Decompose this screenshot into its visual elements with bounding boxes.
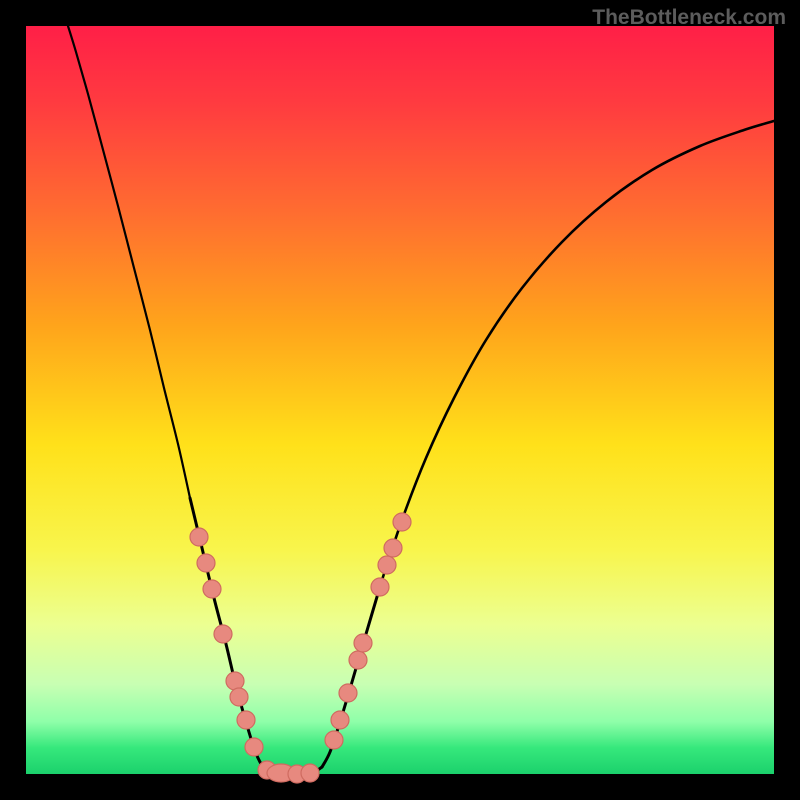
data-marker	[245, 738, 263, 756]
data-marker	[393, 513, 411, 531]
data-marker	[349, 651, 367, 669]
data-marker	[214, 625, 232, 643]
data-marker	[339, 684, 357, 702]
data-marker	[197, 554, 215, 572]
data-marker	[378, 556, 396, 574]
data-marker	[301, 764, 319, 782]
data-marker	[331, 711, 349, 729]
data-marker	[325, 731, 343, 749]
data-marker	[226, 672, 244, 690]
watermark-text: TheBottleneck.com	[592, 6, 786, 30]
data-marker	[371, 578, 389, 596]
data-marker	[203, 580, 221, 598]
data-marker	[354, 634, 372, 652]
data-marker	[237, 711, 255, 729]
data-marker	[190, 528, 208, 546]
chart-container: TheBottleneck.com	[0, 0, 800, 800]
plot-background	[26, 26, 774, 774]
data-marker	[384, 539, 402, 557]
data-marker	[230, 688, 248, 706]
gradient-v-curve-chart	[0, 0, 800, 800]
